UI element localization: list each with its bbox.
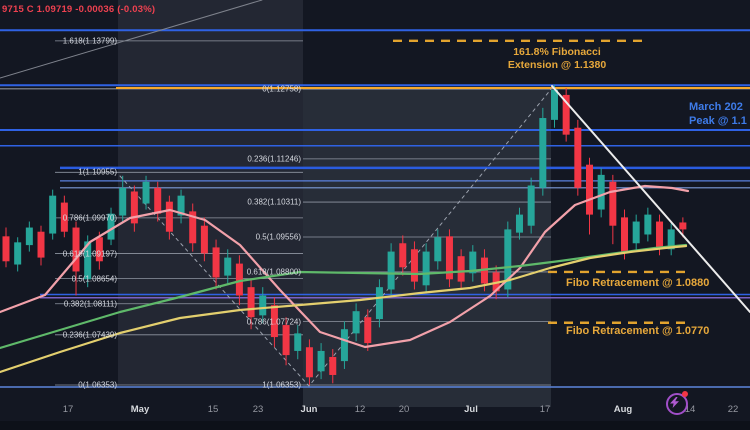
time-axis-label: 15 <box>207 404 219 415</box>
fib-level-label: 0.382(1.08111) <box>63 299 117 309</box>
march-peak-annotation[interactable]: March 202 Peak @ 1.1 <box>689 100 747 128</box>
fib-level-label: 0.618(1.08800) <box>246 267 301 277</box>
time-axis-label: 23 <box>252 404 264 415</box>
boost-lightning-icon[interactable] <box>665 391 689 415</box>
time-axis-label: 17 <box>539 404 551 415</box>
notification-dot <box>682 391 688 397</box>
ticker-ohlc-readout: 9715 C 1.09719 -0.00036 (-0.03%) <box>2 4 156 15</box>
fib-extension-line2: Extension @ 1.1380 <box>507 59 607 71</box>
fibo-retracement-0770-annotation[interactable]: Fibo Retracement @ 1.0770 <box>566 325 710 337</box>
fibo-retracement-0880-annotation[interactable]: Fibo Retracement @ 1.0880 <box>566 277 710 289</box>
fib-level-label: 0.236(1.11246) <box>247 154 301 164</box>
fib-level-label: 0.786(1.07724) <box>246 317 301 327</box>
fib-level-label: 0(1.12758) <box>262 84 301 94</box>
lightning-bolt-icon <box>670 397 679 408</box>
march-peak-line2: Peak @ 1.1 <box>689 115 747 127</box>
time-axis-label: 17 <box>62 404 74 415</box>
fib-level-label: 0.618(1.09197) <box>62 249 117 259</box>
march-peak-line1: March 202 <box>689 101 743 113</box>
time-axis-label: Aug <box>613 404 633 415</box>
fib-level-label: 1.618(1.13799) <box>62 36 117 46</box>
time-axis-label: 14 <box>684 404 696 415</box>
time-axis-label: 12 <box>354 404 366 415</box>
fib-level-label: 0.236(1.07439) <box>62 330 117 340</box>
fib-level-label: 0.786(1.09970) <box>62 213 117 223</box>
fib-extension-line1: 161.8% Fibonacci <box>513 46 601 58</box>
fib-level-label: 0(1.06353) <box>78 380 117 390</box>
fib-level-label: 1(1.10955) <box>78 167 117 177</box>
time-axis-label: May <box>130 404 150 415</box>
fib-level-label: 0.5(1.09556) <box>255 232 301 242</box>
time-axis-label: 22 <box>727 404 739 415</box>
fib-level-label: 0.382(1.10311) <box>247 197 301 207</box>
boost-icon-ring <box>666 393 688 415</box>
time-axis-label: Jun <box>300 404 318 415</box>
time-axis-strip[interactable] <box>0 421 750 430</box>
time-axis-label: Jul <box>464 404 478 415</box>
fib-extension-annotation[interactable]: 161.8% Fibonacci Extension @ 1.1380 <box>462 46 652 72</box>
fib-level-label: 1(1.06353) <box>262 380 301 390</box>
time-axis-label: 20 <box>398 404 410 415</box>
fib-level-label: 0.5(1.08654) <box>71 274 117 284</box>
